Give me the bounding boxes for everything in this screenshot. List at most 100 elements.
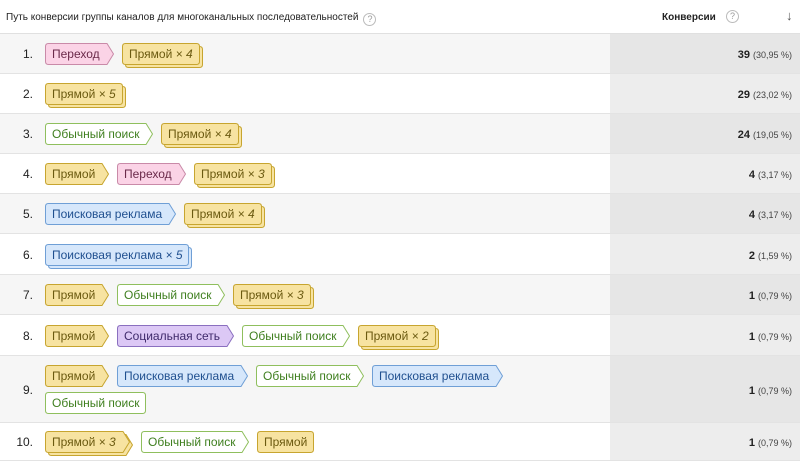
- chip-body: [45, 83, 123, 105]
- channel-chip-direct[interactable]: Прямой × 2: [358, 324, 439, 350]
- chip-body: [45, 163, 110, 185]
- table-row: 3. Обычный поиск Прямой × 4 24 (19,05 %): [0, 114, 800, 154]
- channel-chip-paid[interactable]: Поисковая реклама × 5: [45, 243, 192, 269]
- chip-shape: [45, 123, 154, 145]
- path-help-icon[interactable]: ?: [363, 13, 377, 26]
- chip-shape: [45, 324, 110, 347]
- conversions-cell-background: [610, 74, 800, 113]
- channel-chip-social[interactable]: Социальная сеть: [117, 324, 235, 347]
- sort-descending-icon[interactable]: ↓: [786, 8, 793, 23]
- chip-body: [45, 324, 110, 347]
- channel-name: Прямой: [201, 167, 245, 181]
- channel-chip-paid[interactable]: Поисковая реклама: [372, 365, 504, 387]
- chip-shape: [122, 43, 203, 68]
- row-index: 7.: [22, 288, 33, 302]
- channel-chip-label: Социальная сеть: [117, 325, 220, 347]
- row-index: 6.: [22, 247, 33, 262]
- conversions-help-icon[interactable]: ?: [726, 10, 739, 23]
- table-row: 6. Поисковая реклама × 5 2 (1,59 %): [0, 234, 800, 275]
- row-index: 8.: [22, 328, 33, 343]
- channel-chip-organic[interactable]: Обычный поиск: [45, 123, 154, 145]
- conversions-cell: 2 (1,59 %): [612, 248, 792, 262]
- channel-name: Прямой: [191, 207, 235, 221]
- channel-name: Поисковая реклама: [124, 369, 235, 383]
- channel-chip-label: Переход: [117, 163, 172, 185]
- conversions-cell: 1 (0,79 %): [612, 288, 792, 302]
- channel-chip-label: Прямой: [45, 284, 95, 306]
- table-row: 10. Прямой × 3 Обычный поиск Прямой 1 (0,79 %…: [0, 423, 800, 461]
- channel-chip-label: Прямой: [45, 325, 95, 347]
- chip-shape: [161, 123, 242, 148]
- channel-chip-direct[interactable]: Прямой × 4: [161, 123, 242, 148]
- conversion-path: Прямой Переход Прямой × 3: [45, 163, 605, 188]
- conversion-path: Переход Прямой × 4: [45, 43, 605, 68]
- channel-chip-paid[interactable]: Поисковая реклама: [117, 365, 249, 387]
- conversion-path: Обычный поиск Прямой × 4: [45, 123, 605, 148]
- channel-chip-direct[interactable]: Прямой: [45, 324, 110, 347]
- conversions-count: 24: [737, 129, 750, 141]
- conversions-cell-background: [610, 154, 800, 193]
- channel-chip-organic[interactable]: Обычный поиск: [45, 392, 146, 414]
- channel-chip-direct[interactable]: Прямой: [45, 365, 110, 387]
- channel-chip-direct[interactable]: Прямой × 3: [194, 163, 275, 188]
- channel-chip-direct[interactable]: Прямой × 3: [233, 284, 314, 309]
- table-row: 5. Поисковая реклама Прямой × 4 4 (3,17 %): [0, 194, 800, 234]
- table-row: 7. Прямой Обычный поиск Прямой × 3 1 (0,79 %): [0, 275, 800, 315]
- channel-name: Прямой: [52, 288, 96, 302]
- channel-name: Прямой: [240, 288, 284, 302]
- channel-chip-label: Обычный поиск: [117, 284, 212, 306]
- chip-shape: [117, 365, 249, 387]
- channel-chip-organic[interactable]: Обычный поиск: [141, 431, 250, 453]
- conversions-cell-background: [610, 114, 800, 153]
- conversions-cell: 39 (30,95 %): [612, 47, 792, 61]
- conversions-percent: (0,79 %): [757, 331, 792, 342]
- channel-name: Обычный поиск: [249, 328, 337, 343]
- channel-chip-direct[interactable]: Прямой × 4: [122, 43, 203, 68]
- repeat-count: × 3: [98, 435, 116, 449]
- chip-body: [45, 284, 110, 306]
- chip-shape: [45, 203, 177, 225]
- channel-chip-direct[interactable]: Прямой: [257, 431, 314, 453]
- channel-chip-organic[interactable]: Обычный поиск: [117, 284, 226, 306]
- conversion-path: Прямой × 3 Обычный поиск Прямой: [45, 431, 605, 456]
- channel-chip-label: Поисковая реклама: [45, 203, 162, 225]
- channel-chip-direct[interactable]: Прямой × 3: [45, 431, 134, 456]
- repeat-count: × 4: [175, 47, 193, 61]
- channel-chip-label: Прямой × 4: [122, 43, 193, 65]
- channel-chip-direct[interactable]: Прямой × 4: [184, 203, 265, 228]
- conversions-percent: (3,17 %): [757, 210, 792, 220]
- conversion-path: Поисковая реклама Прямой × 4: [45, 203, 605, 228]
- chip-shape: [117, 324, 235, 347]
- channel-chip-label: Обычный поиск: [45, 123, 140, 145]
- chip-body: [242, 324, 351, 347]
- channel-name: Прямой: [52, 369, 96, 383]
- channel-name: Прямой: [52, 167, 96, 181]
- channel-name: Прямой: [52, 435, 96, 449]
- table-header: Путь конверсии группы каналов для многок…: [0, 0, 800, 34]
- channel-name: Прямой: [365, 328, 409, 343]
- channel-chip-direct[interactable]: Прямой: [45, 163, 110, 185]
- channel-chip-label: Прямой × 5: [45, 83, 116, 105]
- table-row: 1. Переход Прямой × 4 39 (30,95 %): [0, 34, 800, 74]
- channel-chip-organic[interactable]: Обычный поиск: [242, 324, 351, 347]
- conversions-column-header[interactable]: Конверсии ? ↓: [612, 0, 800, 34]
- repeat-count: × 2: [411, 328, 429, 343]
- channel-chip-referral[interactable]: Переход: [117, 163, 187, 185]
- chip-body: [194, 163, 272, 185]
- channel-chip-referral[interactable]: Переход: [45, 43, 115, 65]
- chip-shape: [117, 163, 187, 185]
- conversion-path: Прямой Социальная сеть Обычный поиск Прямой…: [45, 324, 605, 350]
- channel-name: Обычный поиск: [148, 435, 236, 449]
- channel-chip-direct[interactable]: Прямой × 5: [45, 83, 126, 108]
- conversions-count: 29: [737, 89, 750, 101]
- chip-body: [45, 392, 146, 414]
- channel-chip-paid[interactable]: Поисковая реклама: [45, 203, 177, 225]
- conversion-path: Прямой Обычный поиск Прямой × 3: [45, 284, 605, 309]
- conversions-cell: 4 (3,17 %): [612, 207, 792, 221]
- channel-chip-direct[interactable]: Прямой: [45, 284, 110, 306]
- conversions-cell: 1 (0,79 %): [612, 329, 792, 343]
- repeat-count: × 5: [98, 87, 116, 101]
- repeat-count: × 3: [247, 167, 265, 181]
- channel-chip-organic[interactable]: Обычный поиск: [256, 365, 365, 387]
- chip-shape: [117, 284, 226, 306]
